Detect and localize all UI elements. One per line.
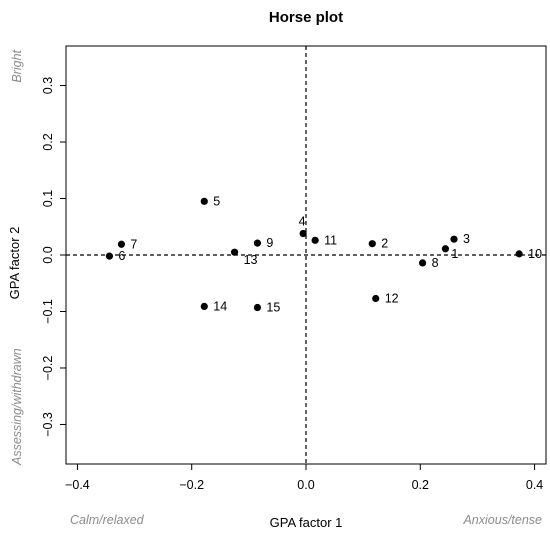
chart-title: Horse plot <box>269 9 343 26</box>
y-axis-label: GPA factor 2 <box>7 227 22 300</box>
annotation-x-low: Calm/relaxed <box>70 513 145 527</box>
data-point-9 <box>253 239 262 247</box>
data-point-6 <box>105 252 114 260</box>
reference-lines <box>66 46 546 464</box>
data-point-5 <box>200 197 208 205</box>
data-point-2 <box>368 240 376 248</box>
axes: −0.4 −0.2 0.0 0.2 0.4 −0.3 −0.2 −0.1 0.0 0.1 0.2 0.… <box>41 77 543 492</box>
data-point-15 <box>253 303 262 312</box>
point-label-5: 5 <box>213 194 220 208</box>
point-label-7: 7 <box>130 237 137 251</box>
data-point-7 <box>117 240 126 248</box>
point-label-1: 1 <box>451 247 458 261</box>
point-label-15: 15 <box>266 301 280 315</box>
point-label-13: 13 <box>244 253 258 267</box>
data-point-4 <box>299 229 307 238</box>
point-label-8: 8 <box>432 256 439 270</box>
data-point-10 <box>515 250 523 258</box>
y-tick-label: −0.2 <box>41 356 55 381</box>
x-tick-label: 0.4 <box>526 478 543 492</box>
annotation-x-high: Anxious/tense <box>462 513 542 527</box>
point-label-2: 2 <box>381 237 388 251</box>
y-tick-label: 0.2 <box>41 133 55 150</box>
x-tick-label: 0.0 <box>297 478 314 492</box>
point-label-9: 9 <box>266 236 273 250</box>
point-label-6: 6 <box>118 249 125 263</box>
point-label-3: 3 <box>463 232 470 246</box>
data-point-11 <box>311 236 319 244</box>
data-point-13 <box>230 248 239 256</box>
point-label-4: 4 <box>299 215 306 229</box>
point-label-11: 11 <box>324 233 337 247</box>
data-point-1 <box>441 245 450 253</box>
x-axis-label: GPA factor 1 <box>270 515 343 530</box>
y-tick-label: −0.1 <box>41 299 55 324</box>
annotation-y-low: Assessing/withdrawn <box>10 348 24 466</box>
point-label-14: 14 <box>213 299 227 313</box>
y-tick-label: 0.0 <box>41 246 55 263</box>
x-tick-label: −0.4 <box>65 478 90 492</box>
data-point-3 <box>450 235 458 243</box>
x-tick-label: −0.2 <box>179 478 204 492</box>
y-tick-label: 0.1 <box>41 190 55 207</box>
x-tick-label: 0.2 <box>412 478 429 492</box>
y-tick-label: 0.3 <box>41 77 55 94</box>
point-label-10: 10 <box>528 247 542 261</box>
y-tick-label: −0.3 <box>41 412 55 437</box>
point-label-12: 12 <box>385 291 399 305</box>
data-point-12 <box>372 294 380 303</box>
data-point-14 <box>200 302 208 311</box>
annotation-y-high: Bright <box>10 49 24 82</box>
data-point-8 <box>418 259 427 267</box>
